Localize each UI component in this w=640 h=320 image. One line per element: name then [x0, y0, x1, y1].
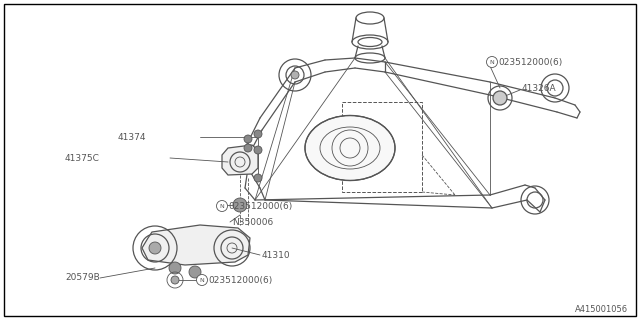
- Text: N: N: [220, 204, 225, 209]
- Circle shape: [486, 57, 497, 68]
- Circle shape: [254, 174, 262, 182]
- Circle shape: [233, 198, 247, 212]
- Text: N: N: [490, 60, 494, 65]
- Circle shape: [493, 91, 507, 105]
- Text: 41375C: 41375C: [65, 154, 100, 163]
- Circle shape: [244, 135, 252, 143]
- Polygon shape: [142, 225, 250, 265]
- Circle shape: [254, 130, 262, 138]
- Circle shape: [169, 262, 181, 274]
- Text: N: N: [200, 277, 204, 283]
- Ellipse shape: [305, 116, 395, 180]
- Text: 023512000(6): 023512000(6): [499, 58, 563, 67]
- Circle shape: [254, 146, 262, 154]
- Text: 41374: 41374: [118, 132, 147, 141]
- Circle shape: [189, 266, 201, 278]
- Circle shape: [171, 276, 179, 284]
- Text: 023512000(6): 023512000(6): [209, 276, 273, 284]
- Text: 41310: 41310: [262, 251, 291, 260]
- Polygon shape: [222, 145, 258, 175]
- Text: N350006: N350006: [232, 218, 273, 227]
- Text: A415001056: A415001056: [575, 305, 628, 314]
- Text: 20579B: 20579B: [65, 274, 100, 283]
- Circle shape: [244, 144, 252, 152]
- Circle shape: [149, 242, 161, 254]
- Circle shape: [216, 201, 227, 212]
- Text: 023512000(6): 023512000(6): [228, 202, 292, 211]
- Circle shape: [196, 275, 207, 285]
- Text: 41326A: 41326A: [522, 84, 557, 92]
- Circle shape: [291, 71, 299, 79]
- Bar: [342, 102, 422, 192]
